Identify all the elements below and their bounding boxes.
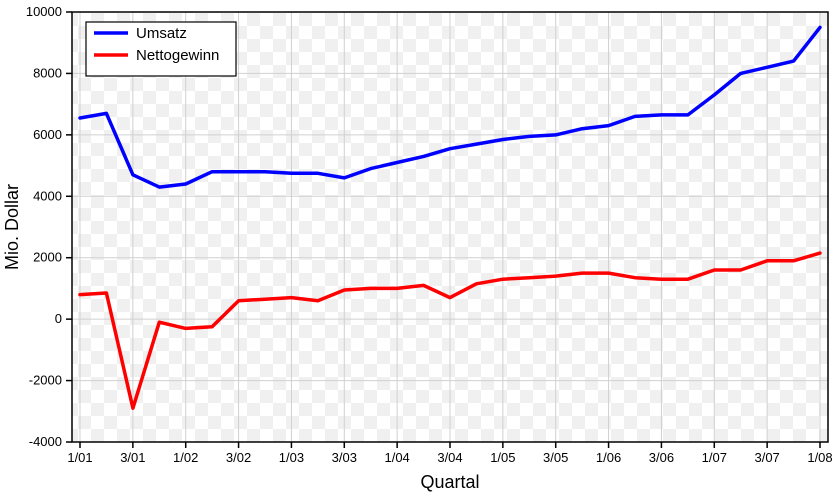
x-tick-label: 3/04: [437, 450, 462, 465]
y-axis-label: Mio. Dollar: [2, 184, 22, 270]
y-tick-label: 10000: [26, 4, 62, 19]
x-tick-label: 1/02: [173, 450, 198, 465]
legend-label: Nettogewinn: [136, 47, 219, 64]
x-tick-label: 3/07: [754, 450, 779, 465]
x-tick-label: 1/05: [490, 450, 515, 465]
x-tick-label: 3/06: [649, 450, 674, 465]
legend: Umsatz Nettogewinn: [86, 22, 236, 76]
x-tick-label: 1/03: [279, 450, 304, 465]
x-tick-label: 3/03: [332, 450, 357, 465]
x-tick-label: 3/01: [120, 450, 145, 465]
x-tick-label: 3/05: [543, 450, 568, 465]
y-tick-label: 0: [55, 311, 62, 326]
y-tick-label: -2000: [29, 373, 62, 388]
x-tick-label: 3/02: [226, 450, 251, 465]
y-tick-label: 6000: [33, 127, 62, 142]
y-tick-label: 2000: [33, 250, 62, 265]
x-axis-label: Quartal: [420, 472, 479, 492]
y-tick-label: 4000: [33, 188, 62, 203]
x-tick-label: 1/01: [67, 450, 92, 465]
y-tick-label: 8000: [33, 65, 62, 80]
line-chart: -4000 -2000 0 2000 4000 6000 8000 10000 Mio. Dol…: [0, 0, 840, 502]
legend-label: Umsatz: [136, 25, 187, 42]
x-tick-label: 1/08: [807, 450, 832, 465]
x-tick-label: 1/04: [384, 450, 409, 465]
x-tick-label: 1/07: [702, 450, 727, 465]
y-tick-label: -4000: [29, 434, 62, 449]
x-tick-label: 1/06: [596, 450, 621, 465]
chart-svg: -4000 -2000 0 2000 4000 6000 8000 10000 Mio. Dol…: [0, 0, 840, 502]
